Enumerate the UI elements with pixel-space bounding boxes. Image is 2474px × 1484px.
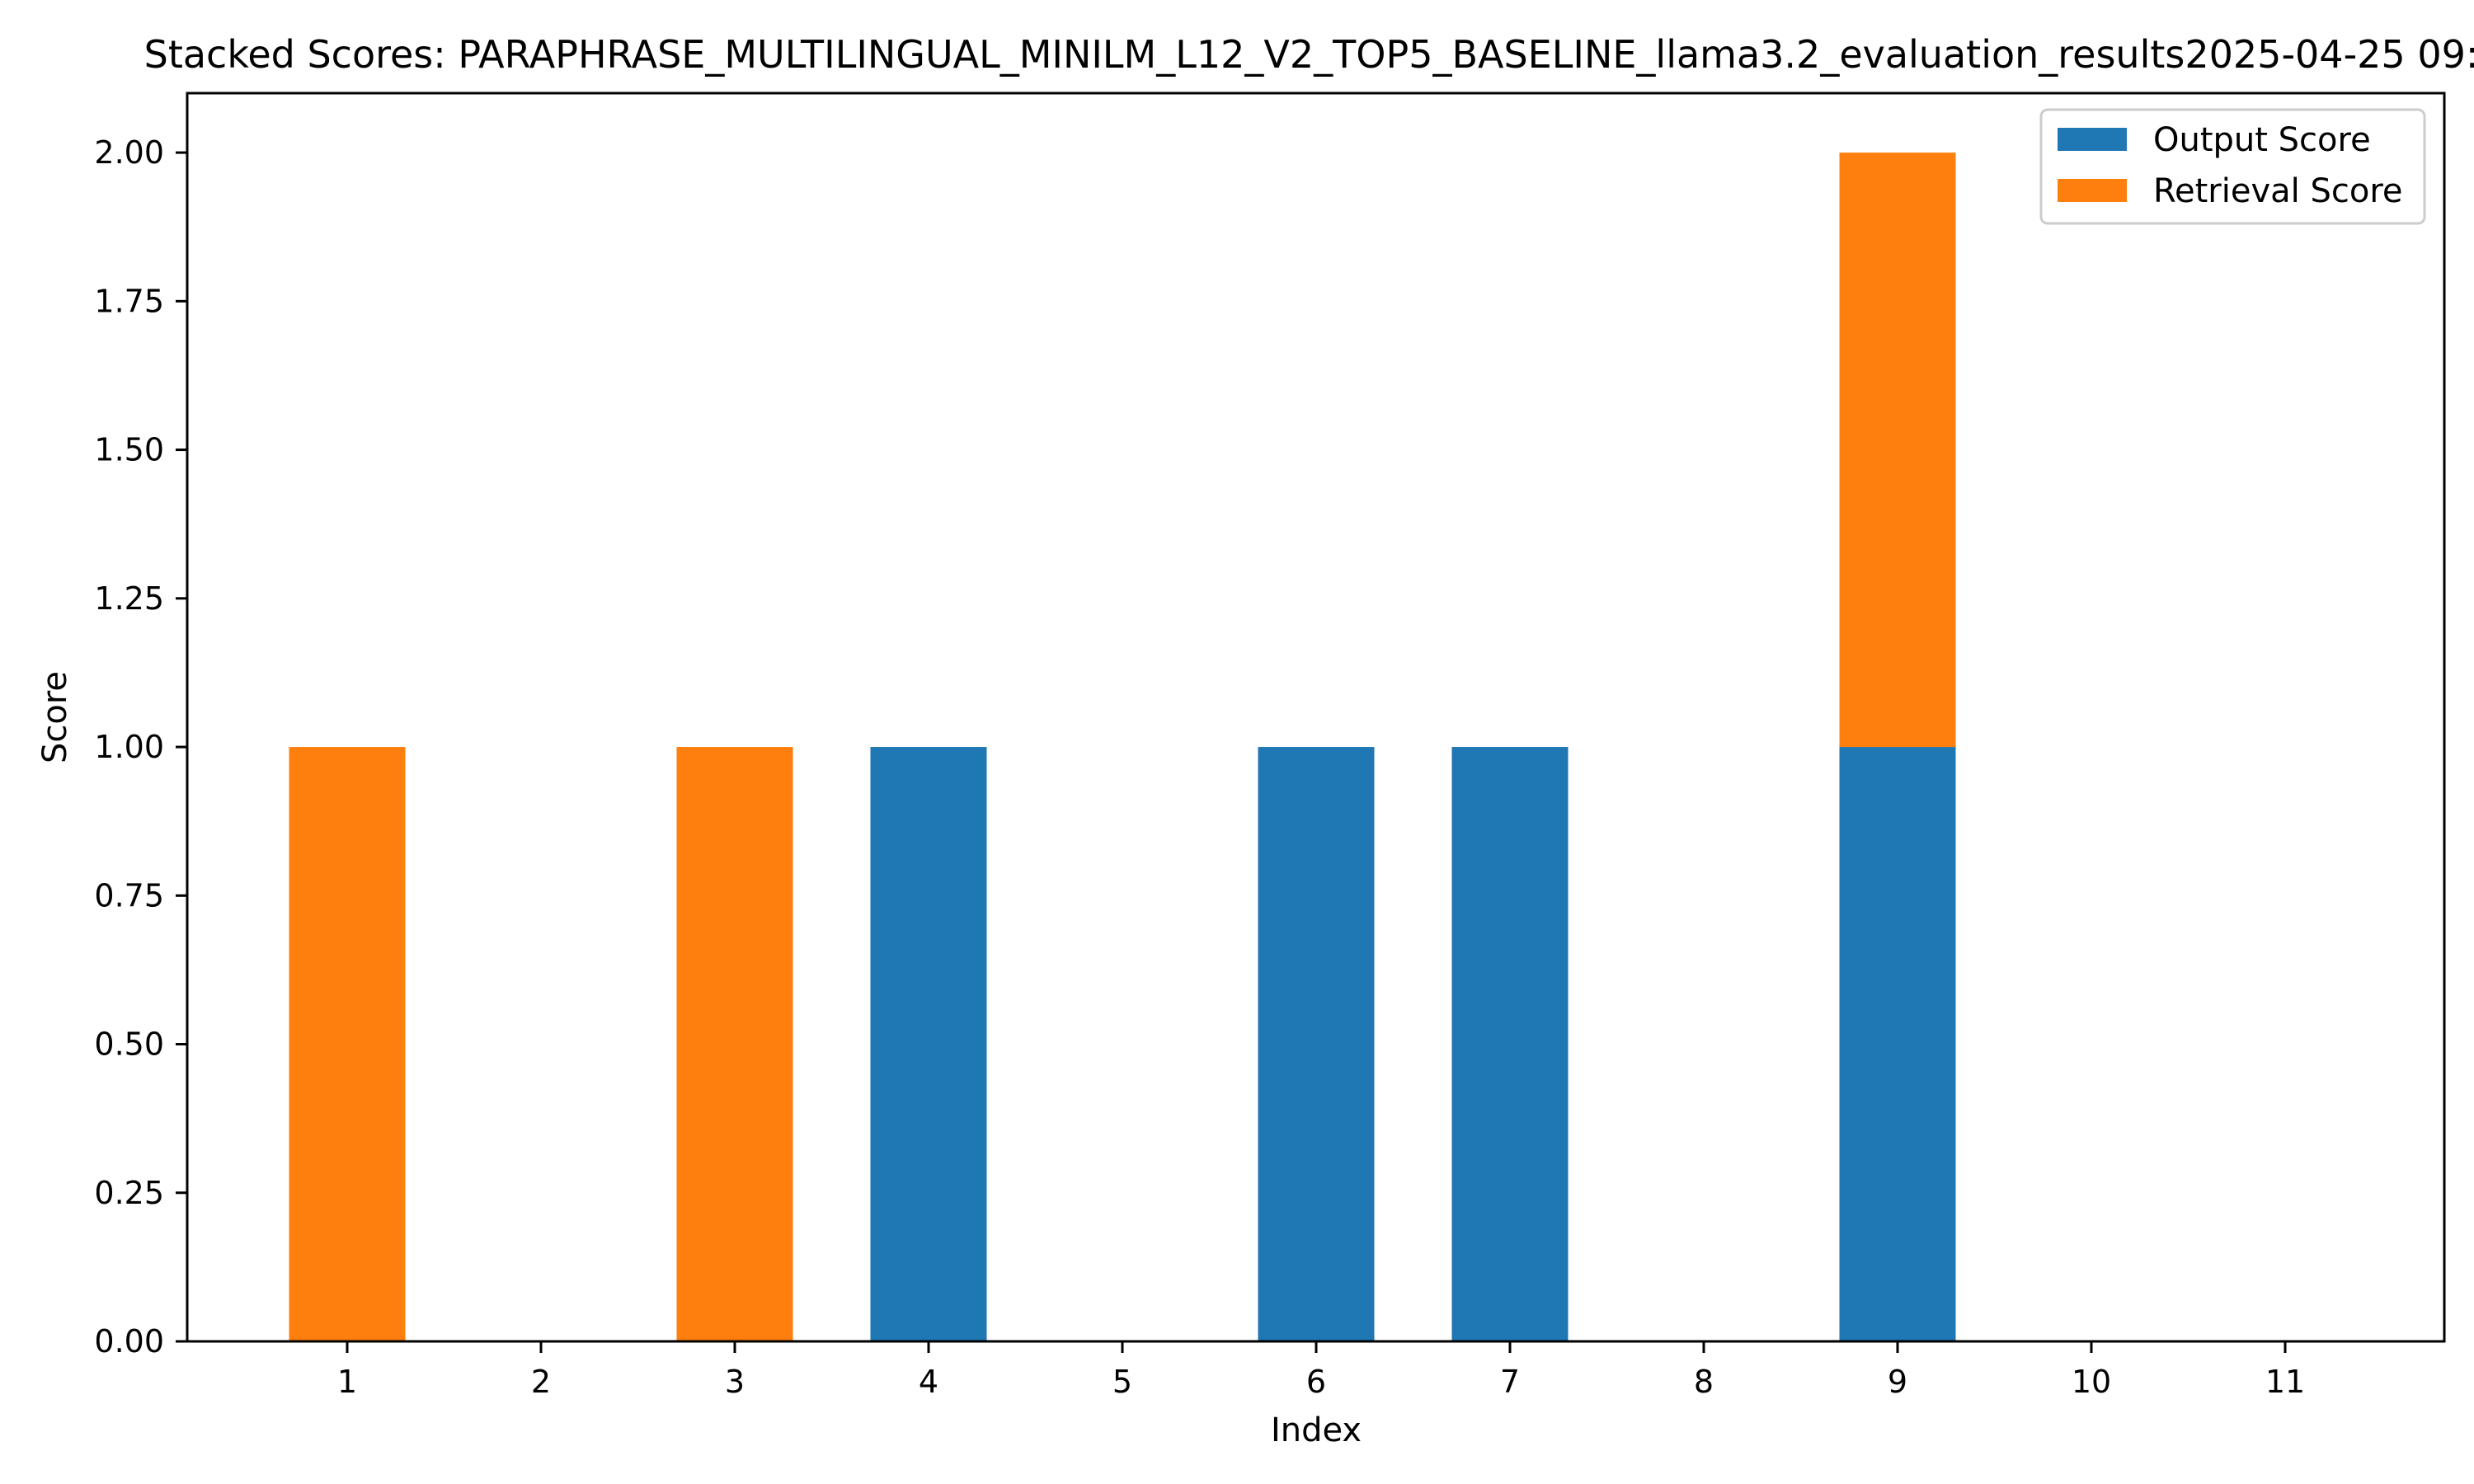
y-tick-label: 0.75 <box>94 877 164 913</box>
y-tick-label: 0.25 <box>94 1175 164 1211</box>
x-tick-label: 5 <box>1112 1364 1132 1400</box>
bar-output-6 <box>1258 747 1375 1341</box>
x-tick-label: 2 <box>531 1364 551 1400</box>
bar-output-4 <box>870 747 987 1341</box>
legend-box <box>2039 108 2426 225</box>
y-tick-label: 1.75 <box>94 283 164 319</box>
x-tick-label: 3 <box>725 1364 745 1400</box>
x-axis-label: Index <box>1271 1411 1362 1449</box>
x-tick-label: 4 <box>919 1364 938 1400</box>
y-axis: 0.00 0.25 0.50 0.75 1.00 1.25 1.50 1.75 2.00 <box>94 134 187 1360</box>
x-axis: 1 2 3 4 5 6 7 8 9 10 11 <box>337 1341 2305 1400</box>
x-tick-label: 10 <box>2072 1364 2111 1400</box>
legend-label-output: Output Score <box>2153 121 2371 159</box>
bars-layer <box>289 153 1956 1341</box>
bar-output-7 <box>1451 747 1569 1341</box>
bar-retrieval-9 <box>1839 153 1956 748</box>
y-tick-label: 1.00 <box>94 729 164 765</box>
y-tick-label: 2.00 <box>94 134 164 171</box>
y-tick-label: 1.25 <box>94 580 164 617</box>
x-tick-label: 11 <box>2265 1364 2305 1400</box>
y-tick-label: 1.50 <box>94 432 164 468</box>
legend-label-retrieval: Retrieval Score <box>2153 172 2403 210</box>
x-tick-label: 9 <box>1888 1364 1907 1400</box>
y-axis-label: Score <box>36 671 74 763</box>
y-tick-label: 0.50 <box>94 1026 164 1063</box>
x-tick-label: 1 <box>337 1364 357 1400</box>
legend-swatch-retrieval <box>2058 179 2127 202</box>
y-tick-label: 0.00 <box>94 1323 164 1360</box>
bar-retrieval-3 <box>676 747 793 1341</box>
legend-swatch-output <box>2058 128 2127 151</box>
bar-output-9 <box>1839 747 1956 1341</box>
x-tick-label: 6 <box>1306 1364 1326 1400</box>
x-tick-label: 7 <box>1500 1364 1520 1400</box>
chart-title: Stacked Scores: PARAPHRASE_MULTILINGUAL_… <box>144 32 2474 77</box>
legend: Output Score Retrieval Score <box>2039 108 2426 225</box>
bar-retrieval-1 <box>289 747 406 1341</box>
x-tick-label: 8 <box>1694 1364 1714 1400</box>
